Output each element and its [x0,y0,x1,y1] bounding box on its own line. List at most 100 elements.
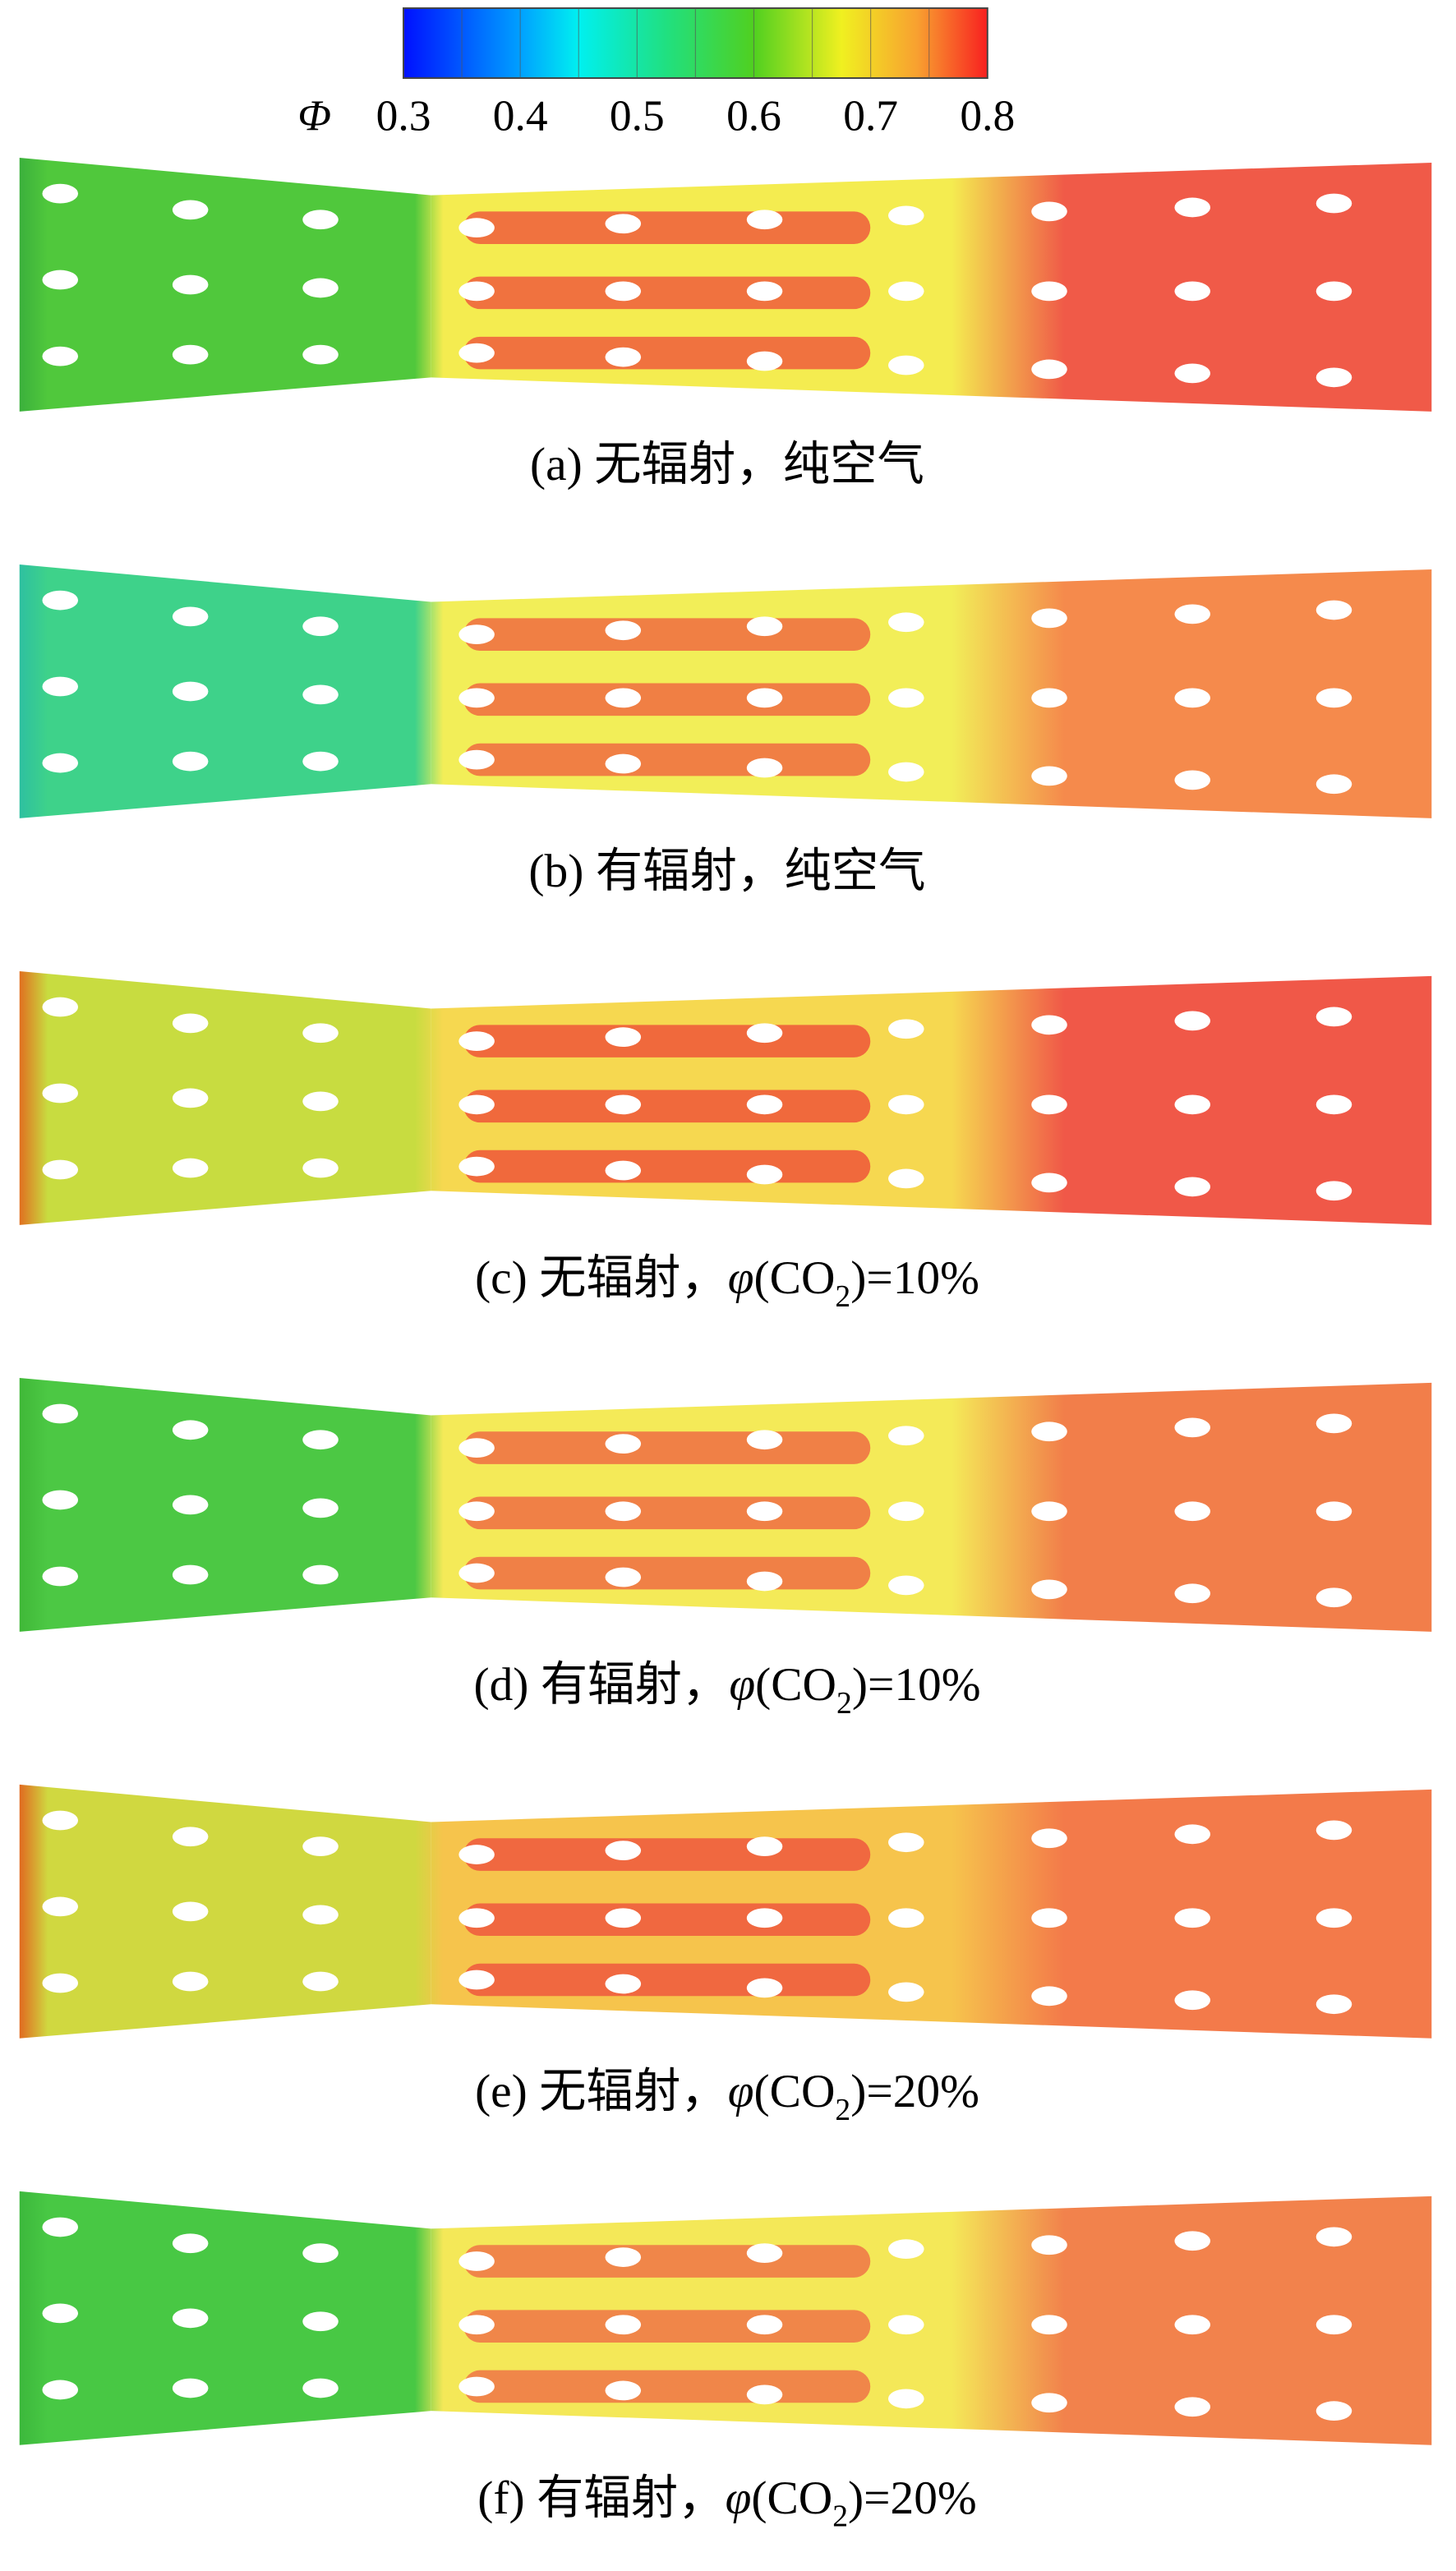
hole [1174,1583,1211,1604]
hole [42,1490,79,1510]
caption-text: (b) 有辐射，纯空气 [528,845,925,897]
panel-caption: (c) 无辐射，φ(CO2)=10% [475,1252,979,1314]
hole [746,1164,783,1185]
caption-symbol: φ [726,2472,752,2524]
hole [458,749,495,770]
hole [458,1094,495,1115]
caption-subscript: 2 [835,1279,850,1314]
hole [458,1156,495,1177]
hole [42,1566,79,1587]
hole [1315,1181,1352,1201]
hole [746,1501,783,1522]
hole [746,1571,783,1592]
hole [888,1019,924,1039]
panel: (f) 有辐射，φ(CO2)=20% [19,2191,1432,2534]
colorbar-tick-label: 0.5 [610,90,665,140]
hole [746,1023,783,1044]
hole [746,2384,783,2405]
hole [302,278,339,298]
panel: (e) 无辐射，φ(CO2)=20% [19,1784,1432,2127]
hole [888,1575,924,1596]
hole [605,1094,642,1115]
hole [172,1971,209,1992]
hole [302,2311,339,2332]
hole [605,281,642,302]
hole [1031,1828,1067,1849]
hole [605,1501,642,1522]
hole [605,347,642,367]
caption-subscript: 2 [836,1686,852,1721]
caption-text: (c) 无辐射， [475,1252,728,1304]
nozzle-left [19,158,431,412]
hole [42,1810,79,1831]
hole [888,612,924,633]
hole [1031,2235,1067,2255]
hole [42,1403,79,1424]
streak [463,2245,871,2278]
streak [463,1431,871,1464]
hole [746,1094,783,1115]
hole [172,1827,209,1847]
hole [1315,774,1352,795]
hole [888,1908,924,1928]
hole [1031,688,1067,708]
hole [458,1845,495,1864]
hole [1174,281,1211,302]
hole [1031,359,1067,380]
streak [463,2310,871,2343]
streak [463,1496,871,1530]
hole [746,1430,783,1450]
hole [888,2239,924,2260]
hole [172,681,209,702]
hole [172,2378,209,2398]
hole [605,620,642,641]
hole [458,624,495,645]
hole [1315,1820,1352,1841]
hole [42,270,79,290]
hole [888,762,924,782]
hole [172,1013,209,1034]
streak [463,1090,871,1123]
hole [1031,2393,1067,2413]
hole [302,1564,339,1585]
hole [1174,1177,1211,1197]
caption-formula: (CO [754,2066,836,2117]
hole [458,2376,495,2397]
hole [746,688,783,708]
colorbar-symbol: Φ [297,90,331,140]
hole [1315,600,1352,620]
hole [1315,688,1352,708]
hole [302,1498,339,1518]
hole [746,351,783,371]
hole [172,1158,209,1178]
caption-text: (a) 无辐射，纯空气 [530,439,924,491]
hole [746,210,783,230]
hole [172,200,209,220]
hole [458,2251,495,2271]
streak [463,2370,871,2403]
hole [42,676,79,697]
hole [42,2380,79,2400]
caption-formula: (CO [754,1252,836,1304]
hole [302,751,339,772]
panel-caption: (e) 无辐射，φ(CO2)=20% [475,2066,979,2127]
hole [1174,688,1211,708]
hole [458,1501,495,1522]
hole [746,1908,783,1928]
hole [458,1908,495,1928]
streak [463,618,871,651]
nozzle-left [19,564,431,818]
hole [605,2247,642,2267]
hole [1031,1908,1067,1928]
colorbar-tick-label: 0.8 [960,90,1015,140]
hole [888,1426,924,1446]
hole [302,1905,339,1925]
hole [42,183,79,204]
hole [1315,367,1352,388]
hole [1174,1908,1211,1928]
caption-symbol: φ [729,1659,755,1711]
colorbar-tick-label: 0.6 [726,90,781,140]
hole [605,753,642,774]
